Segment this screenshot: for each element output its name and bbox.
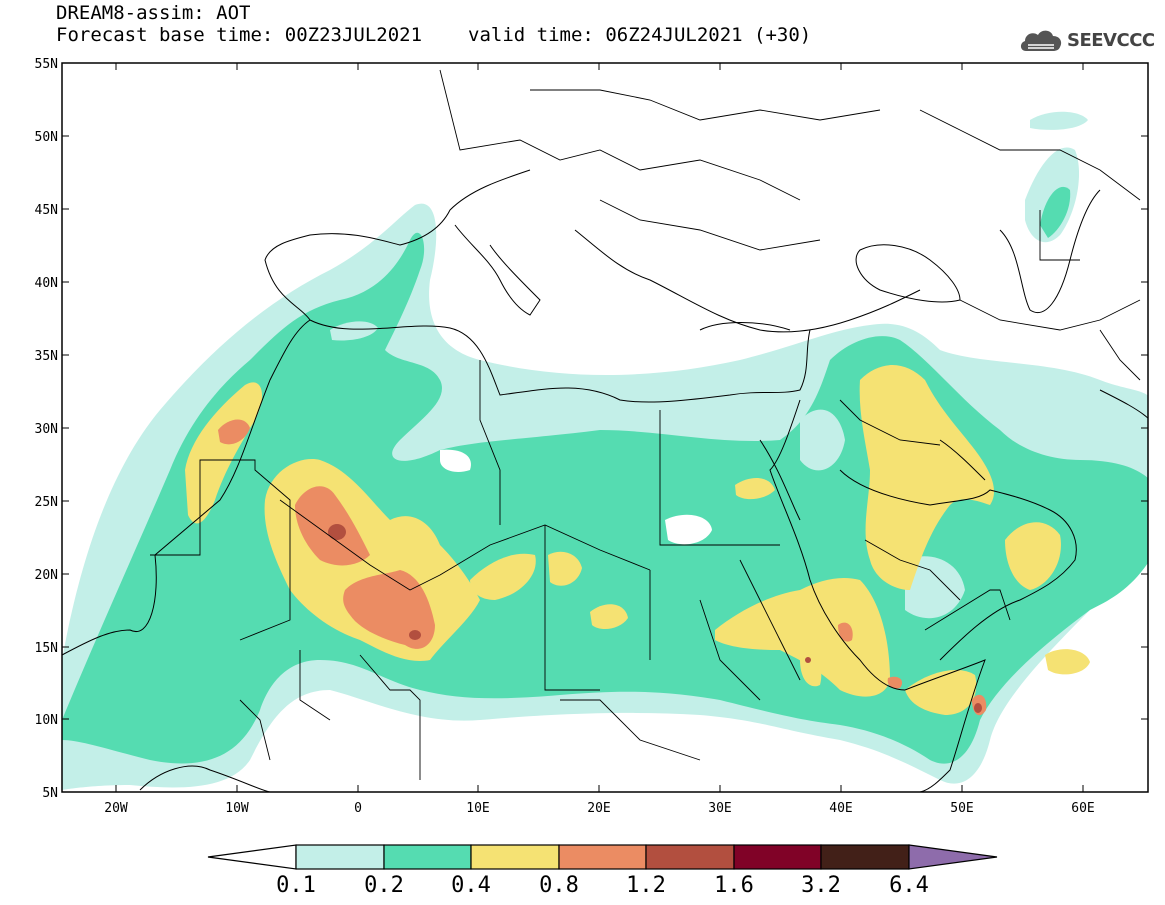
lat-label: 35N xyxy=(35,349,58,364)
forecast-times: Forecast base time: 00Z23JUL2021 valid ti… xyxy=(56,25,811,45)
lat-label: 25N xyxy=(35,495,58,510)
lon-label: 10W xyxy=(225,801,249,816)
lat-label: 50N xyxy=(35,130,58,145)
lat-tick-10: 10N xyxy=(35,713,1148,728)
lon-label: 30E xyxy=(708,801,731,816)
lon-label: 50E xyxy=(950,801,973,816)
lon-tick-30e: 30E xyxy=(708,63,732,816)
colorbar-label: 0.8 xyxy=(539,873,579,898)
colorbar-label: 6.4 xyxy=(889,873,929,898)
aot-level-1.2 xyxy=(328,524,982,713)
lat-tick-40: 40N xyxy=(35,276,1148,291)
colorbar-under-arrow xyxy=(207,844,297,870)
colorbar-label: 0.4 xyxy=(451,873,491,898)
colorbar-segment xyxy=(645,844,735,870)
longitude-axis: 20W 10W 0 10E 20E 30E 40E 50E 60E xyxy=(104,63,1095,816)
colorbar-segment xyxy=(558,844,647,870)
lat-tick-45: 45N xyxy=(35,203,1148,218)
lat-label: 45N xyxy=(35,203,58,218)
lat-tick-20: 20N xyxy=(35,568,1148,583)
aot-field xyxy=(62,111,1148,790)
colorbar-label: 0.1 xyxy=(276,873,316,898)
lon-label: 40E xyxy=(829,801,852,816)
lon-tick-10e: 10E xyxy=(466,63,490,816)
lon-label: 20E xyxy=(587,801,610,816)
lon-tick-0: 0 xyxy=(354,63,362,816)
lat-label: 40N xyxy=(35,276,58,291)
chart-title: DREAM8-assim: AOT xyxy=(56,2,251,24)
lat-label: 5N xyxy=(42,786,58,801)
latitude-axis: 55N 50N 45N 40N 35N 30N 25N 20N 15N 10N … xyxy=(35,57,1148,801)
lat-tick-55: 55N xyxy=(35,57,1148,72)
lat-tick-50: 50N xyxy=(35,130,1148,145)
colorbar-label: 1.2 xyxy=(626,873,666,898)
lon-label: 60E xyxy=(1071,801,1094,816)
lat-label: 10N xyxy=(35,713,58,728)
coastlines xyxy=(62,169,1148,792)
colorbar-segment xyxy=(383,844,472,870)
colorbar-label: 1.6 xyxy=(714,873,754,898)
lon-tick-10w: 10W xyxy=(225,63,249,816)
lat-tick-15: 15N xyxy=(35,641,1148,656)
lat-label: 20N xyxy=(35,568,58,583)
colorbar-label: 3.2 xyxy=(801,873,841,898)
valid-time: valid time: 06Z24JUL2021 (+30) xyxy=(468,24,812,46)
country-borders xyxy=(150,69,1141,780)
colorbar-segment xyxy=(470,844,560,870)
lon-label: 0 xyxy=(354,801,362,816)
lon-tick-20w: 20W xyxy=(104,63,128,816)
lon-tick-50e: 50E xyxy=(950,63,974,816)
colorbar: 0.1 0.2 0.4 0.8 1.2 1.6 3.2 6.4 xyxy=(207,844,998,898)
lat-tick-25: 25N xyxy=(35,495,1148,510)
lon-label: 10E xyxy=(466,801,489,816)
colorbar-segment xyxy=(733,844,822,870)
lon-tick-20e: 20E xyxy=(587,63,611,816)
colorbar-label: 0.2 xyxy=(364,873,404,898)
lat-tick-5: 5N xyxy=(42,786,1148,801)
cloud-icon xyxy=(1020,30,1062,51)
colorbar-segment xyxy=(295,844,385,870)
seevccc-logo: SEEVCCC xyxy=(1018,26,1155,54)
lat-tick-35: 35N xyxy=(35,349,1148,364)
lat-label: 55N xyxy=(35,57,58,72)
base-time: Forecast base time: 00Z23JUL2021 xyxy=(56,24,423,46)
lon-label: 20W xyxy=(104,801,128,816)
lon-tick-40e: 40E xyxy=(829,63,853,816)
colorbar-segment xyxy=(820,844,910,870)
lat-label: 30N xyxy=(35,422,58,437)
logo-text: SEEVCCC xyxy=(1067,29,1155,51)
colorbar-over-arrow xyxy=(908,844,998,870)
lat-label: 15N xyxy=(35,641,58,656)
lat-tick-30: 30N xyxy=(35,422,1148,437)
lon-tick-60e: 60E xyxy=(1071,63,1095,816)
